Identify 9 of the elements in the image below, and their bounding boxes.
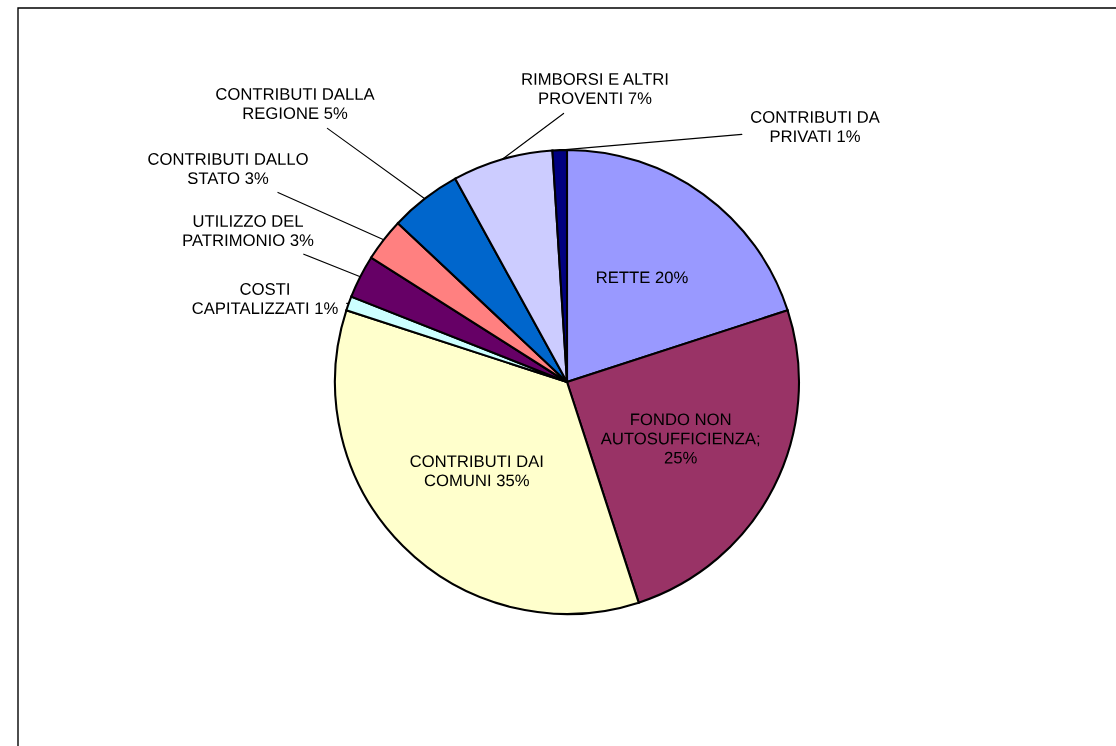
slice-label: CONTRIBUTI DA PRIVATI 1% [751, 111, 880, 142]
slice-label: CONTRIBUTI DAI COMUNI 35% [410, 455, 543, 487]
slice-label: RETTE 20% [597, 271, 688, 284]
slice-label: UTILIZZO DEL PATRIMONIO 3% [183, 215, 314, 247]
slice-label: RIMBORSI E ALTRI PROVENTI 7% [522, 73, 668, 105]
slice-label: CONTRIBUTI DALLO STATO 3% [148, 153, 308, 185]
slice-label: FONDO NON AUTOSUFFICIENZA; 25% [600, 413, 760, 464]
slice-label: CONTRIBUTI DALLA REGIONE 5% [216, 88, 375, 120]
slice-label: COSTI CAPITALIZZATI 1% [192, 283, 338, 315]
